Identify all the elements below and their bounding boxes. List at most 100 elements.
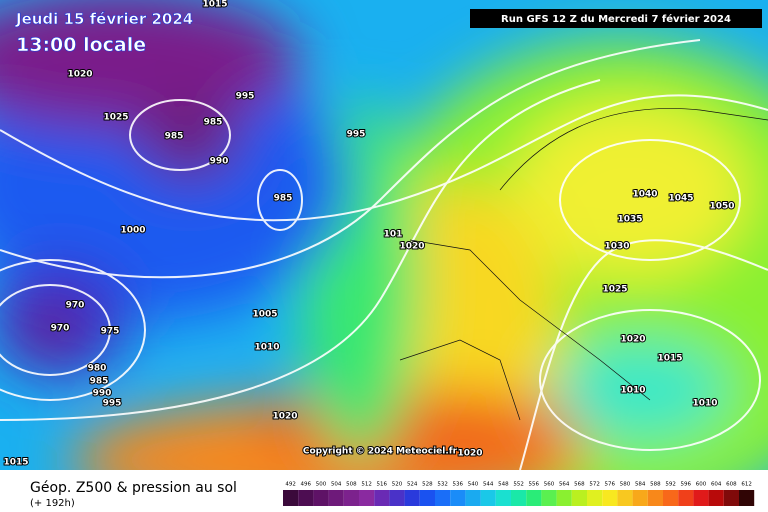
isobar-label: 1010 bbox=[254, 343, 279, 353]
legend-label: 504 bbox=[331, 482, 342, 488]
legend-label: 544 bbox=[483, 482, 494, 488]
legend-swatch bbox=[435, 490, 451, 506]
legend-label: 604 bbox=[711, 482, 722, 488]
isobar-label: 1045 bbox=[668, 194, 693, 204]
legend-swatch bbox=[511, 490, 527, 506]
legend-swatch bbox=[283, 490, 299, 506]
isobar-label: 1015 bbox=[657, 354, 682, 364]
isobar-label: 985 bbox=[274, 194, 293, 204]
isobar-label: 985 bbox=[165, 132, 184, 142]
legend-label: 608 bbox=[726, 482, 737, 488]
legend-label: 584 bbox=[635, 482, 646, 488]
legend-swatch bbox=[343, 490, 359, 506]
legend-swatch bbox=[480, 490, 496, 506]
legend-swatch bbox=[693, 490, 709, 506]
legend-label: 524 bbox=[407, 482, 418, 488]
isobar-label: 1020 bbox=[399, 242, 424, 252]
legend-swatch bbox=[617, 490, 633, 506]
legend-label: 576 bbox=[605, 482, 616, 488]
isobar-label: 1035 bbox=[617, 215, 642, 225]
run-label: Run GFS 12 Z du Mercredi 7 février 2024 bbox=[501, 13, 731, 25]
isobar-label: 980 bbox=[88, 364, 107, 374]
isobar-label: 1020 bbox=[457, 449, 482, 459]
legend-swatch bbox=[389, 490, 405, 506]
legend-label: 572 bbox=[589, 482, 600, 488]
isobar-label: 970 bbox=[66, 301, 85, 311]
legend-label: 508 bbox=[346, 482, 357, 488]
legend-swatch bbox=[359, 490, 375, 506]
footer-lead: (+ 192h) bbox=[30, 498, 75, 509]
isobar-label: 1040 bbox=[632, 190, 657, 200]
isobar-label: 985 bbox=[204, 118, 223, 128]
isobar-label: 1020 bbox=[67, 70, 92, 80]
legend-label: 560 bbox=[544, 482, 555, 488]
isobar-label: 1010 bbox=[692, 399, 717, 409]
isobar-label: 1020 bbox=[620, 335, 645, 345]
footer-title: Géop. Z500 & pression au sol bbox=[30, 480, 237, 496]
legend-label: 532 bbox=[437, 482, 448, 488]
legend-label: 516 bbox=[377, 482, 388, 488]
legend-swatch bbox=[404, 490, 420, 506]
legend-swatch bbox=[602, 490, 618, 506]
legend-label: 596 bbox=[681, 482, 692, 488]
isobar-label: 1015 bbox=[202, 0, 227, 10]
legend-swatch bbox=[374, 490, 390, 506]
time-label: 13:00 locale bbox=[16, 34, 146, 56]
legend-swatch bbox=[678, 490, 694, 506]
isobar-label: 995 bbox=[347, 130, 366, 140]
legend-swatch bbox=[571, 490, 587, 506]
legend-swatch bbox=[587, 490, 603, 506]
legend-swatch bbox=[708, 490, 724, 506]
isobar-label: 1050 bbox=[709, 202, 734, 212]
isobar-label: 1015 bbox=[3, 458, 28, 468]
legend-swatch bbox=[556, 490, 572, 506]
legend-label: 548 bbox=[498, 482, 509, 488]
legend-label: 552 bbox=[513, 482, 524, 488]
copyright: Copyright © 2024 Meteociel.fr bbox=[303, 447, 458, 457]
legend-label: 580 bbox=[620, 482, 631, 488]
date-label: Jeudi 15 février 2024 bbox=[15, 10, 193, 28]
isobar-label: 990 bbox=[210, 157, 229, 167]
legend-swatch bbox=[526, 490, 542, 506]
legend-label: 528 bbox=[422, 482, 433, 488]
isobar-label: 975 bbox=[101, 327, 120, 337]
legend-label: 492 bbox=[285, 482, 296, 488]
isobar-label: 990 bbox=[93, 389, 112, 399]
isobar-label: 995 bbox=[103, 399, 122, 409]
legend-label: 568 bbox=[574, 482, 585, 488]
isobar-label: 1020 bbox=[272, 412, 297, 422]
legend-swatch bbox=[632, 490, 648, 506]
legend-label: 500 bbox=[316, 482, 327, 488]
legend-swatch bbox=[663, 490, 679, 506]
legend-label: 520 bbox=[392, 482, 403, 488]
legend-label: 600 bbox=[696, 482, 707, 488]
isobar-label: 1025 bbox=[602, 285, 627, 295]
legend-swatch bbox=[723, 490, 739, 506]
legend-label: 592 bbox=[665, 482, 676, 488]
isobar-label: 101 bbox=[384, 230, 403, 240]
legend-swatch bbox=[298, 490, 314, 506]
legend-label: 556 bbox=[529, 482, 540, 488]
legend-label: 540 bbox=[468, 482, 479, 488]
isobar-label: 1005 bbox=[252, 310, 277, 320]
isobar-label: 970 bbox=[51, 324, 70, 334]
legend-swatch bbox=[328, 490, 344, 506]
run-banner bbox=[470, 9, 762, 28]
legend-swatch bbox=[495, 490, 511, 506]
legend-label: 512 bbox=[361, 482, 372, 488]
legend-swatch bbox=[647, 490, 663, 506]
legend-label: 496 bbox=[301, 482, 312, 488]
isobar-label: 1000 bbox=[120, 226, 145, 236]
legend-swatch bbox=[313, 490, 329, 506]
isobar-label: 1030 bbox=[604, 242, 629, 252]
legend-label: 588 bbox=[650, 482, 661, 488]
legend-swatch bbox=[419, 490, 435, 506]
legend: 492 496 500 504 508 512 516 520 524 528 532 536 540 5… bbox=[283, 482, 755, 506]
isobar-label: 985 bbox=[90, 377, 109, 387]
legend-label: 564 bbox=[559, 482, 570, 488]
legend-swatch bbox=[450, 490, 466, 506]
